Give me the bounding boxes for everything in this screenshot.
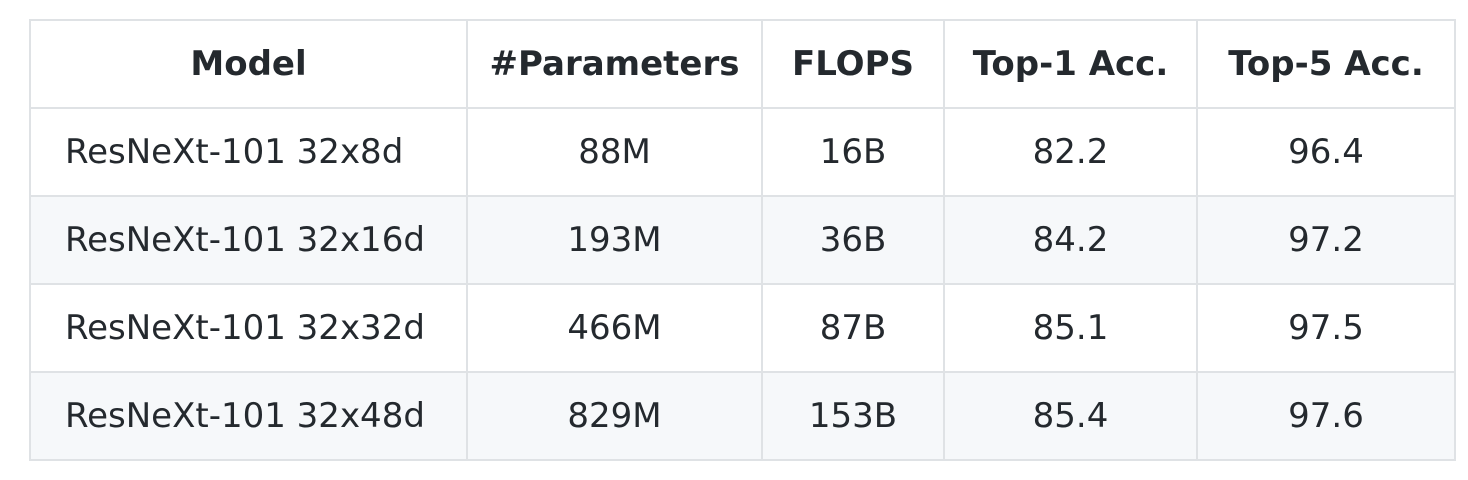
cell-top5: 97.6 bbox=[1196, 371, 1456, 461]
column-header-parameters: #Parameters bbox=[466, 19, 763, 109]
column-header-top5: Top-5 Acc. bbox=[1196, 19, 1456, 109]
cell-top1: 85.4 bbox=[943, 371, 1198, 461]
cell-parameters: 466M bbox=[466, 283, 763, 373]
cell-flops: 87B bbox=[761, 283, 945, 373]
column-header-flops: FLOPS bbox=[761, 19, 945, 109]
cell-model: ResNeXt-101 32x16d bbox=[29, 195, 468, 285]
results-table-container: Model #Parameters FLOPS Top-1 Acc. Top-5… bbox=[29, 19, 1456, 461]
cell-flops: 153B bbox=[761, 371, 945, 461]
table-row: ResNeXt-101 32x8d 88M 16B 82.2 96.4 bbox=[29, 107, 1456, 197]
cell-top1: 84.2 bbox=[943, 195, 1198, 285]
cell-parameters: 88M bbox=[466, 107, 763, 197]
cell-top5: 97.2 bbox=[1196, 195, 1456, 285]
cell-parameters: 829M bbox=[466, 371, 763, 461]
table-body: ResNeXt-101 32x8d 88M 16B 82.2 96.4 ResN… bbox=[29, 107, 1456, 461]
column-header-top1: Top-1 Acc. bbox=[943, 19, 1198, 109]
cell-model: ResNeXt-101 32x32d bbox=[29, 283, 468, 373]
table-row: ResNeXt-101 32x48d 829M 153B 85.4 97.6 bbox=[29, 371, 1456, 461]
column-header-model: Model bbox=[29, 19, 468, 109]
cell-top1: 85.1 bbox=[943, 283, 1198, 373]
cell-top5: 96.4 bbox=[1196, 107, 1456, 197]
table-header: Model #Parameters FLOPS Top-1 Acc. Top-5… bbox=[29, 19, 1456, 109]
table-row: ResNeXt-101 32x32d 466M 87B 85.1 97.5 bbox=[29, 283, 1456, 373]
cell-model: ResNeXt-101 32x8d bbox=[29, 107, 468, 197]
table-row: ResNeXt-101 32x16d 193M 36B 84.2 97.2 bbox=[29, 195, 1456, 285]
cell-top5: 97.5 bbox=[1196, 283, 1456, 373]
cell-flops: 36B bbox=[761, 195, 945, 285]
cell-flops: 16B bbox=[761, 107, 945, 197]
model-results-table: Model #Parameters FLOPS Top-1 Acc. Top-5… bbox=[29, 19, 1456, 461]
cell-model: ResNeXt-101 32x48d bbox=[29, 371, 468, 461]
cell-parameters: 193M bbox=[466, 195, 763, 285]
header-row: Model #Parameters FLOPS Top-1 Acc. Top-5… bbox=[29, 19, 1456, 109]
cell-top1: 82.2 bbox=[943, 107, 1198, 197]
